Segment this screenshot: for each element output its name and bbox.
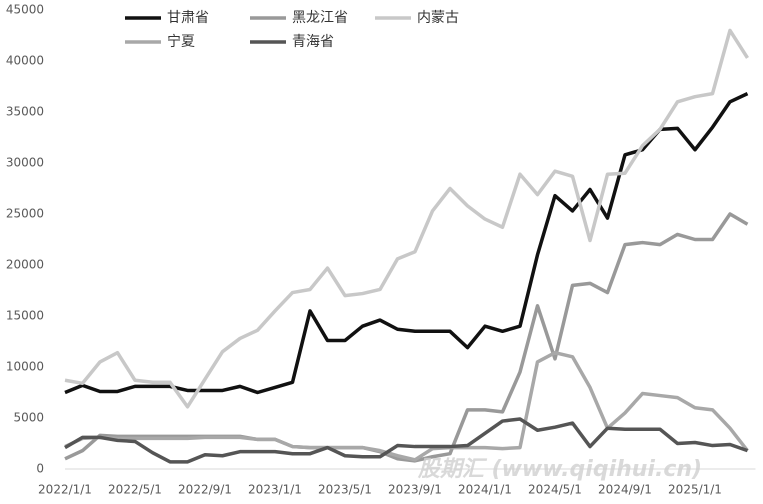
y-tick-label: 20000 <box>6 258 44 272</box>
y-tick-label: 15000 <box>6 309 44 323</box>
y-tick-label: 0 <box>36 462 44 476</box>
y-tick-label: 35000 <box>6 105 44 119</box>
x-tick-label: 2024/9/1 <box>598 483 652 497</box>
legend-label: 甘肃省 <box>167 10 209 26</box>
y-tick-label: 40000 <box>6 54 44 68</box>
legend-item: 青海省 <box>250 34 334 50</box>
x-tick-label: 2022/1/1 <box>38 483 92 497</box>
legend-label: 青海省 <box>292 34 334 50</box>
legend-label: 宁夏 <box>167 33 195 50</box>
x-tick-label: 2022/9/1 <box>178 483 232 497</box>
legend-item: 宁夏 <box>125 33 195 50</box>
watermark: 股期汇 (www.qiqihui.cn) <box>417 457 702 482</box>
y-tick-label: 5000 <box>13 411 44 425</box>
legend-item: 甘肃省 <box>125 10 209 26</box>
line <box>64 350 749 462</box>
x-tick-label: 2023/5/1 <box>318 483 372 497</box>
line <box>64 92 749 395</box>
legend-label: 内蒙古 <box>417 10 459 26</box>
y-tick-label: 45000 <box>6 3 44 17</box>
x-tick-label: 2024/1/1 <box>458 483 512 497</box>
x-tick-label: 2023/1/1 <box>248 483 302 497</box>
line <box>64 28 749 409</box>
x-tick-label: 2023/9/1 <box>388 483 442 497</box>
line <box>64 417 749 464</box>
x-tick-label: 2022/5/1 <box>108 483 162 497</box>
x-tick-label: 2025/1/1 <box>668 483 722 497</box>
y-tick-label: 30000 <box>6 156 44 170</box>
legend-item: 内蒙古 <box>375 10 459 26</box>
x-tick-label: 2024/5/1 <box>528 483 582 497</box>
legend-item: 黑龙江省 <box>250 10 348 26</box>
line <box>64 212 749 463</box>
y-tick-label: 25000 <box>6 207 44 221</box>
legend-label: 黑龙江省 <box>292 10 348 26</box>
y-tick-label: 10000 <box>6 360 44 374</box>
